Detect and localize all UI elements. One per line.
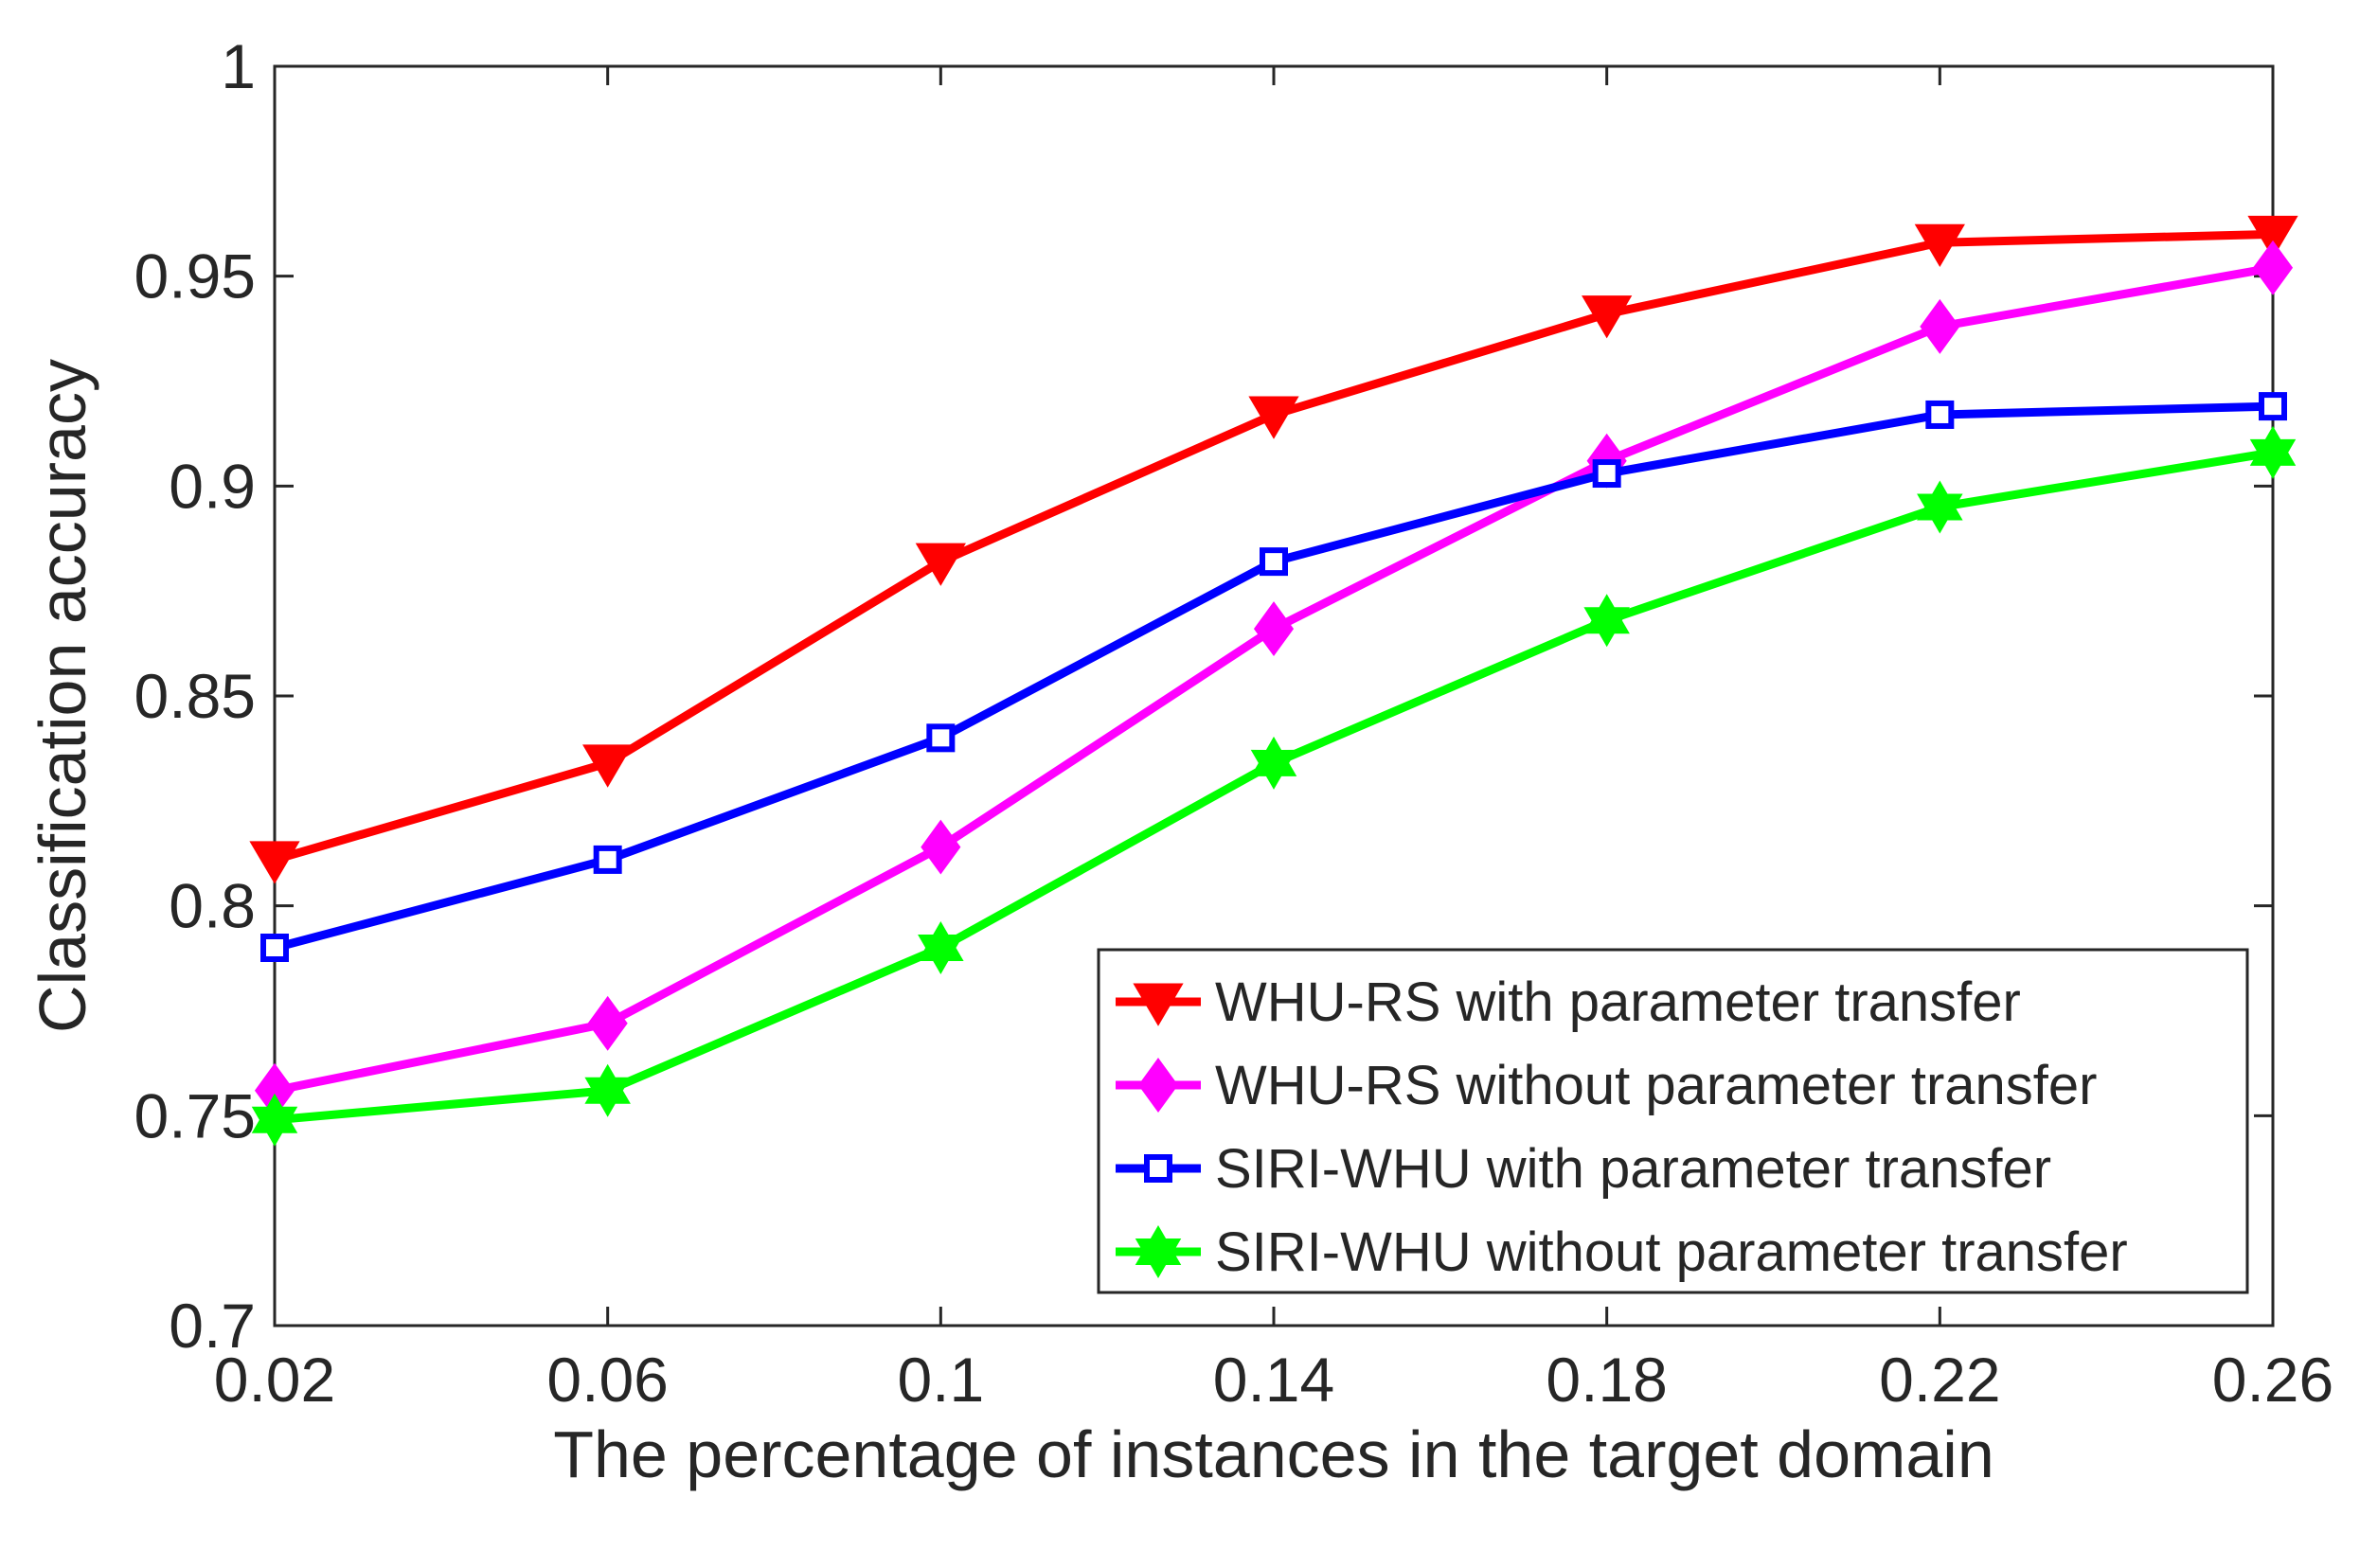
- y-tick-label: 0.9: [169, 451, 256, 521]
- data-point-marker: [1260, 547, 1288, 577]
- data-point-marker: [1914, 223, 1965, 267]
- axis-ticks: 0.02 0.06 0.1 0.14 0.18 0.22 0.26 0.7 0.75 0.8 0.8…: [134, 31, 2334, 1415]
- series-3: [260, 392, 2287, 962]
- x-tick-label: 0.1: [897, 1345, 984, 1415]
- y-tick-label: 0.85: [134, 661, 256, 731]
- data-point-marker: [1253, 601, 1295, 657]
- y-tick-label: 1: [221, 31, 256, 101]
- y-axis-label: Classification accuracy: [26, 359, 99, 1033]
- legend-swatch-marker: [1133, 983, 1184, 1026]
- x-tick-label: 0.26: [2212, 1345, 2333, 1415]
- data-point-marker: [587, 995, 628, 1051]
- data-point-marker: [2259, 392, 2287, 421]
- data-point-marker: [582, 744, 634, 788]
- legend-swatch-marker: [1144, 1154, 1172, 1183]
- x-tick-label: 0.22: [1879, 1345, 2000, 1415]
- data-point-marker: [249, 841, 300, 884]
- data-point-marker: [2252, 240, 2294, 295]
- legend-entry: WHU-RS with parameter transfer: [1116, 971, 2021, 1033]
- data-point-marker: [2249, 425, 2297, 479]
- y-tick-label: 0.95: [134, 241, 256, 312]
- legend: WHU-RS with parameter transfer WHU-RS wit…: [1097, 948, 2249, 1294]
- legend-label: WHU-RS without parameter transfer: [1215, 1055, 2097, 1116]
- x-tick-label: 0.06: [546, 1345, 668, 1415]
- legend-entry: SIRI-WHU without parameter transfer: [1116, 1221, 2128, 1283]
- y-tick-label: 0.8: [169, 871, 256, 941]
- legend-label: SIRI-WHU without parameter transfer: [1215, 1221, 2128, 1283]
- data-point-marker: [1925, 400, 1955, 429]
- data-point-marker: [584, 1063, 631, 1117]
- legend-entry: WHU-RS without parameter transfer: [1116, 1055, 2097, 1116]
- x-tick-label: 0.02: [214, 1345, 335, 1415]
- legend-label: WHU-RS with parameter transfer: [1215, 971, 2021, 1033]
- data-point-marker: [921, 819, 961, 875]
- y-tick-label: 0.7: [169, 1291, 256, 1361]
- data-point-marker: [1582, 295, 1633, 339]
- x-tick-label: 0.14: [1213, 1345, 1334, 1415]
- data-series: [249, 215, 2298, 1147]
- legend-label: SIRI-WHU with parameter transfer: [1215, 1138, 2051, 1200]
- data-point-marker: [926, 723, 956, 753]
- data-point-marker: [1248, 396, 1299, 439]
- legend-entry: SIRI-WHU with parameter transfer: [1116, 1138, 2051, 1200]
- x-tick-label: 0.18: [1546, 1345, 1667, 1415]
- data-point-marker: [918, 920, 964, 975]
- data-point-marker: [1250, 736, 1297, 790]
- data-point-marker: [1583, 594, 1630, 648]
- series-4: [251, 425, 2297, 1147]
- data-point-marker: [1920, 298, 1960, 354]
- y-tick-label: 0.75: [134, 1080, 256, 1150]
- data-point-marker: [593, 845, 622, 874]
- data-point-marker: [251, 1093, 298, 1147]
- data-point-marker: [915, 543, 966, 586]
- data-point-marker: [1592, 459, 1621, 489]
- legend-swatch-marker: [1137, 1058, 1179, 1113]
- x-axis-label: The percentage of instances in the targe…: [553, 1417, 1994, 1491]
- legend-box: [1097, 948, 2249, 1294]
- series-1: [249, 215, 2298, 884]
- legend-swatch-marker: [1135, 1224, 1182, 1279]
- data-point-marker: [2247, 215, 2298, 259]
- legend-entries: WHU-RS with parameter transfer WHU-RS wit…: [1116, 971, 2128, 1283]
- data-point-marker: [260, 934, 289, 962]
- data-point-marker: [1917, 480, 1963, 534]
